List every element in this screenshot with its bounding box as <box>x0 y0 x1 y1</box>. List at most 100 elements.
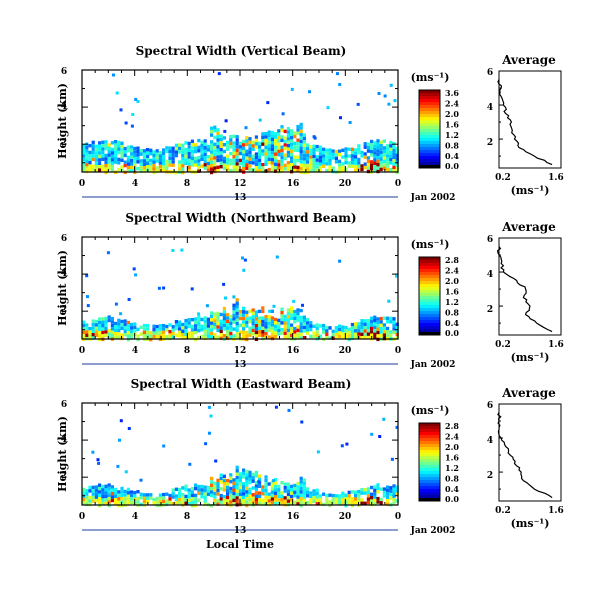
colorbar-tick: 1.6 <box>445 287 459 297</box>
heatmap-cell <box>197 166 201 170</box>
heatmap-cell <box>325 336 329 340</box>
heatmap-cell <box>312 161 316 165</box>
heatmap-cell <box>178 330 182 335</box>
heatmap-cell <box>315 495 319 499</box>
heatmap-cell <box>299 160 303 164</box>
colorbar-frame <box>418 422 441 502</box>
heatmap-cell <box>88 489 92 493</box>
heatmap-cell <box>114 328 118 332</box>
heatmap-cell <box>142 149 146 153</box>
heatmap-cell <box>242 146 246 150</box>
heatmap-cell <box>222 501 226 506</box>
heatmap-cell <box>174 326 178 331</box>
heatmap-cell <box>309 152 313 156</box>
heatmap-cell <box>389 320 393 324</box>
heatmap-cell <box>98 493 102 498</box>
heatmap-cell <box>382 156 386 160</box>
heatmap-cell <box>283 489 287 493</box>
heatmap-cell <box>91 450 95 454</box>
heatmap-cell <box>354 332 358 336</box>
heatmap-cell <box>94 319 98 324</box>
heatmap-cell <box>229 158 233 163</box>
heatmap-cell <box>306 487 310 491</box>
heatmap-cell <box>181 493 185 497</box>
heatmap-cell <box>251 161 255 165</box>
heatmap-cell <box>300 420 304 424</box>
average-line <box>497 79 553 166</box>
colorbar-step <box>419 93 440 97</box>
heatmap-cell <box>251 154 255 158</box>
heatmap-cell <box>338 259 342 263</box>
heatmap-cell <box>344 147 348 151</box>
heatmap-cell <box>290 149 294 153</box>
heatmap-cell <box>235 158 239 163</box>
heatmap-cell <box>296 328 300 333</box>
heatmap-cell <box>392 155 396 159</box>
heatmap-cell <box>354 329 358 333</box>
heatmap-cell <box>309 169 313 173</box>
heatmap-cell <box>114 140 118 144</box>
heatmap-cell <box>309 321 313 325</box>
heatmap-cell <box>254 313 258 318</box>
heatmap-cell <box>341 501 345 506</box>
heatmap-cell <box>222 282 226 286</box>
heatmap-cell <box>184 494 188 499</box>
heatmap-cell <box>261 323 265 327</box>
heatmap-cell <box>197 155 201 160</box>
heatmap-cell <box>264 155 268 160</box>
heatmap-cell <box>286 325 290 329</box>
heatmap-cell <box>387 102 391 106</box>
heatmap-cell <box>373 158 377 162</box>
heatmap-cell <box>242 320 246 324</box>
heatmap-cell <box>322 151 326 155</box>
heatmap-cell <box>91 157 95 162</box>
heatmap-cell <box>190 287 194 291</box>
date-label: 13 <box>234 526 247 536</box>
heatmap-cell <box>389 154 393 158</box>
heatmap-cell <box>299 325 303 330</box>
heatmap-cell <box>214 459 218 463</box>
heatmap-cell <box>82 501 86 505</box>
heatmap-cell <box>238 162 242 166</box>
heatmap-cell <box>274 484 278 489</box>
heatmap-cell <box>386 502 390 506</box>
colorbar-unit: (ms⁻¹) <box>411 238 450 251</box>
heatmap-cell <box>207 405 211 409</box>
heatmap-cell <box>312 168 316 172</box>
colorbar-tick: 2.8 <box>445 255 459 265</box>
heatmap-cell <box>293 162 297 166</box>
heatmap-cell <box>104 153 108 158</box>
heatmap-cell <box>168 330 172 334</box>
heatmap-cell <box>232 313 236 318</box>
heatmap-cell <box>357 496 361 501</box>
heatmap-cell <box>219 497 223 501</box>
heatmap-cell <box>104 160 108 164</box>
heatmap-cell <box>290 163 294 167</box>
heatmap-cell <box>328 148 332 152</box>
heatmap-cell <box>258 169 262 173</box>
heatmap-cell <box>382 333 386 337</box>
heatmap-cell <box>181 143 185 148</box>
x-tick-label: 4 <box>132 346 138 356</box>
heatmap-cell <box>194 320 198 325</box>
heatmap-cell <box>251 476 255 480</box>
heatmap-cell <box>197 329 201 333</box>
heatmap-cell <box>290 323 294 327</box>
heatmap-cell <box>267 492 271 496</box>
heatmap-cell <box>363 319 367 323</box>
heatmap-area <box>82 405 399 508</box>
heatmap-cell <box>226 164 230 168</box>
heatmap-cell <box>216 488 220 493</box>
heatmap-cell <box>296 325 300 329</box>
heatmap-cell <box>392 491 396 495</box>
heatmap-cell <box>280 162 284 166</box>
heatmap-cell <box>302 329 306 333</box>
heatmap-cell <box>277 139 281 143</box>
heatmap-cell <box>91 485 95 490</box>
heatmap-cell <box>136 153 140 157</box>
heatmap-cell <box>206 331 210 335</box>
heatmap-cell <box>376 327 380 331</box>
heatmap-cell <box>210 324 214 329</box>
heatmap-cell <box>232 141 236 145</box>
heatmap-cell <box>235 305 239 309</box>
